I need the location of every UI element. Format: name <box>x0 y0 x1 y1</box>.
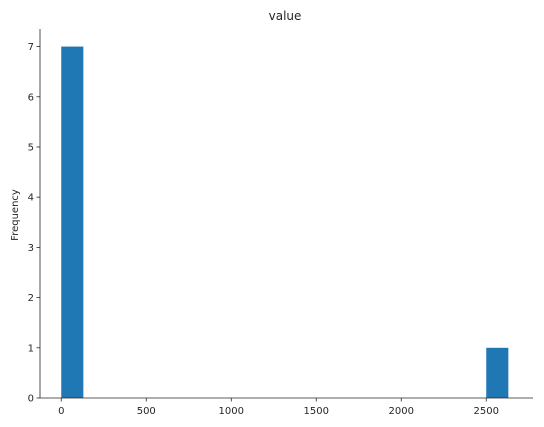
x-tick-label-1500: 1500 <box>304 406 329 417</box>
x-tick-label-2000: 2000 <box>389 406 414 417</box>
histogram-bar-0 <box>61 46 84 398</box>
y-tick-label-7: 7 <box>28 42 34 53</box>
x-tick-label-0: 0 <box>58 406 64 417</box>
chart-title: value <box>269 9 302 23</box>
bar-group <box>61 46 509 398</box>
y-tick-label-2: 2 <box>28 293 34 304</box>
x-tick-label-2500: 2500 <box>474 406 499 417</box>
y-tick-label-4: 4 <box>28 193 34 204</box>
y-tick-label-3: 3 <box>28 243 34 254</box>
y-tick-label-1: 1 <box>28 343 34 354</box>
y-tick-label-6: 6 <box>28 92 34 103</box>
x-axis: 0 500 1000 1500 2000 2500 <box>40 397 533 417</box>
y-tick-label-5: 5 <box>28 142 34 153</box>
histogram-bar-1 <box>486 347 509 398</box>
y-axis-title: Frequency <box>10 189 21 241</box>
x-tick-label-1000: 1000 <box>219 406 244 417</box>
y-tick-label-0: 0 <box>28 394 34 405</box>
x-tick-label-500: 500 <box>137 406 156 417</box>
y-axis: 0 1 2 3 4 5 6 7 <box>28 29 41 405</box>
